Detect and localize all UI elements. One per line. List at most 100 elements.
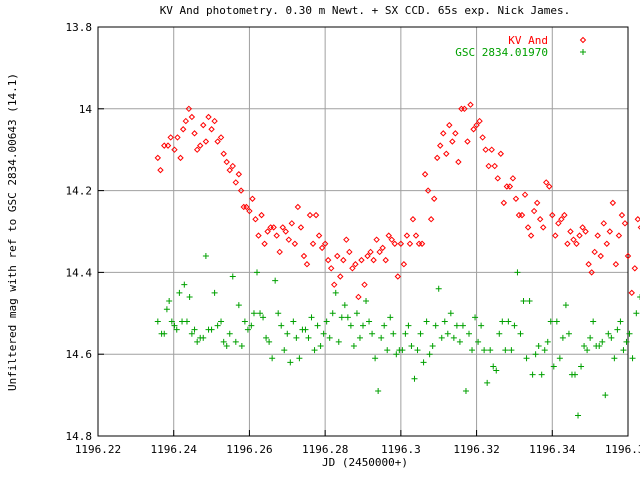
gsc-point — [559, 334, 566, 341]
kv-and-point — [315, 232, 323, 239]
x-tick-label: 1196.32 — [453, 443, 499, 456]
kv-and-point — [588, 269, 595, 276]
gsc-point — [363, 298, 370, 305]
gsc-point — [456, 338, 463, 345]
gsc-point — [575, 412, 582, 419]
kv-and-point — [297, 224, 305, 231]
kv-and-point — [488, 146, 495, 153]
kv-and-point — [509, 175, 517, 182]
gsc-point — [293, 334, 300, 341]
gsc-point — [214, 322, 221, 329]
gsc-point — [535, 343, 542, 350]
gsc-point — [390, 330, 397, 337]
kv-and-point — [337, 273, 344, 280]
gsc-point — [502, 347, 509, 354]
y-tick-label: 14 — [79, 103, 93, 116]
kv-and-point — [343, 236, 350, 243]
kv-and-point — [440, 130, 447, 137]
gsc-point — [350, 343, 357, 350]
gsc-point — [366, 318, 373, 325]
gsc-point — [238, 343, 245, 350]
y-axis-label: Unfiltered mag with ref to GSC 2834.0064… — [6, 73, 19, 391]
gsc-point — [188, 330, 195, 337]
legend-marker-plus — [580, 49, 586, 55]
kv-and-point — [561, 211, 568, 219]
gsc-point — [173, 326, 180, 333]
data-points — [154, 101, 640, 419]
kv-and-point — [467, 101, 474, 108]
kv-and-point — [255, 232, 262, 239]
kv-and-point — [331, 281, 338, 288]
gsc-point — [384, 347, 391, 354]
kv-and-point — [621, 220, 629, 227]
gsc-point — [360, 322, 366, 329]
kv-and-point — [558, 216, 565, 223]
gsc-point — [408, 343, 415, 350]
gsc-point — [393, 351, 400, 358]
gsc-point — [475, 338, 482, 345]
gsc-point — [171, 322, 178, 329]
x-tick-label: 1196.3 — [381, 443, 421, 456]
kv-and-point — [171, 146, 178, 153]
gsc-point — [578, 363, 585, 370]
kv-and-point — [349, 265, 356, 272]
gsc-point — [508, 347, 515, 354]
gsc-point — [572, 371, 578, 378]
gsc-point — [356, 334, 363, 341]
gsc-point — [317, 343, 324, 350]
y-tick-label: 14.2 — [66, 185, 93, 198]
kv-and-point — [579, 224, 586, 231]
kv-and-point — [485, 162, 492, 170]
gsc-point — [263, 334, 270, 341]
gsc-point — [538, 371, 545, 378]
kv-and-point — [346, 248, 353, 256]
kv-and-point — [258, 211, 265, 219]
kv-and-point — [412, 232, 420, 239]
kv-and-point — [591, 248, 598, 256]
gsc-point — [269, 355, 276, 362]
gsc-point — [248, 322, 255, 329]
kv-and-point — [433, 154, 441, 162]
kv-and-point — [476, 117, 483, 125]
gsc-point — [605, 330, 612, 337]
kv-and-point — [223, 158, 230, 166]
kv-and-point — [549, 211, 556, 219]
gsc-point — [211, 289, 218, 296]
gsc-point — [278, 322, 285, 329]
kv-and-point — [288, 220, 296, 227]
kv-and-point — [334, 252, 341, 260]
y-tick-label: 13.8 — [66, 21, 93, 34]
kv-and-point — [235, 171, 243, 178]
gsc-point — [378, 334, 385, 341]
gsc-point — [466, 330, 472, 337]
kv-and-point — [573, 240, 580, 247]
grid-lines — [98, 27, 628, 436]
kv-and-point — [479, 134, 486, 141]
kv-and-point — [205, 113, 212, 121]
kv-and-point — [564, 240, 571, 247]
kv-and-point — [252, 216, 259, 223]
gsc-point — [481, 347, 488, 354]
gsc-point — [183, 318, 190, 325]
kv-and-point — [177, 154, 184, 162]
gsc-point — [544, 338, 551, 345]
kv-and-point — [631, 265, 639, 272]
gsc-point — [553, 318, 560, 325]
gsc-point — [176, 289, 183, 296]
gsc-point — [499, 318, 506, 325]
gsc-point — [487, 347, 494, 354]
kv-and-point — [191, 130, 198, 137]
gsc-point — [541, 347, 548, 354]
gsc-point — [241, 318, 248, 325]
gsc-point — [287, 359, 294, 366]
gsc-point — [547, 318, 554, 325]
kv-and-point — [418, 240, 426, 247]
gsc-point — [414, 347, 421, 354]
gsc-point — [341, 302, 348, 309]
gsc-point — [472, 314, 479, 321]
gsc-point — [232, 338, 239, 345]
gsc-point — [447, 310, 454, 317]
gsc-point — [626, 330, 633, 337]
gsc-point — [462, 388, 469, 395]
